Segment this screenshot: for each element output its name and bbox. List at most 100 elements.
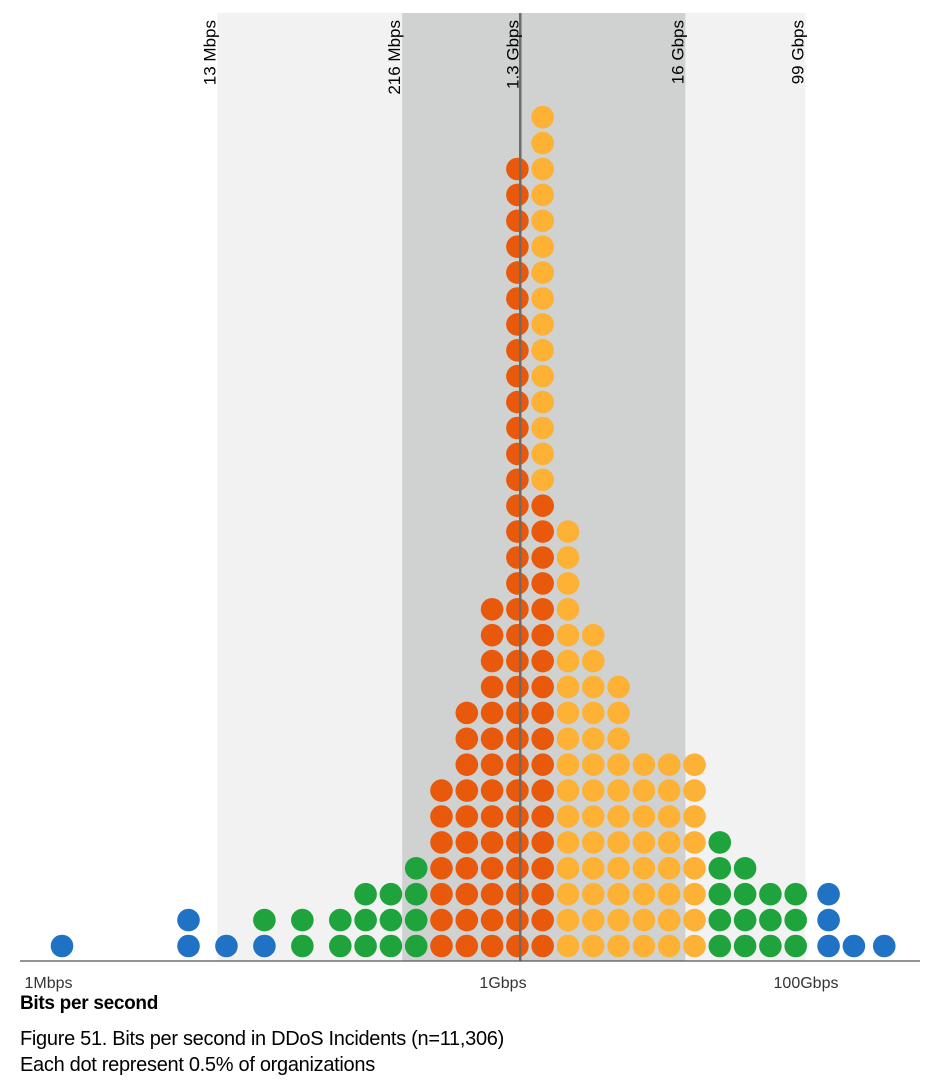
dot (531, 183, 554, 207)
dot (607, 701, 630, 725)
dot (607, 831, 630, 854)
dot (480, 727, 504, 751)
dot (531, 416, 554, 440)
dot (531, 546, 554, 569)
dot (531, 857, 554, 880)
dot (480, 701, 504, 725)
dot (506, 857, 529, 880)
dot (480, 857, 504, 880)
dot (582, 779, 605, 802)
dot (556, 675, 580, 699)
dot (177, 934, 200, 958)
dot (480, 649, 504, 673)
dot (708, 908, 732, 932)
dot (556, 701, 580, 725)
dot (506, 183, 529, 207)
dot (480, 831, 504, 854)
dot (759, 882, 782, 906)
dot (455, 727, 479, 751)
dot (506, 157, 529, 181)
dot (683, 831, 706, 854)
dot (708, 934, 732, 958)
dot (556, 779, 580, 802)
dot (404, 934, 428, 958)
dot (531, 313, 554, 336)
dot (506, 339, 529, 362)
dot (657, 779, 681, 802)
dot (531, 468, 554, 492)
x-tick-label: 1Mbps (24, 975, 72, 992)
dot (607, 753, 630, 776)
dot (455, 805, 479, 828)
dot (506, 753, 529, 776)
dot (480, 753, 504, 776)
figure-caption: Figure 51. Bits per second in DDoS Incid… (20, 1028, 504, 1050)
dot (506, 468, 529, 492)
dot (531, 287, 554, 310)
dot (708, 857, 732, 880)
dot (506, 727, 529, 751)
dot (607, 934, 630, 958)
dot (506, 831, 529, 854)
dot (582, 857, 605, 880)
dot (531, 779, 554, 802)
dot (480, 805, 504, 828)
dot (607, 857, 630, 880)
dot (556, 908, 580, 932)
dot (556, 857, 580, 880)
dot (759, 908, 782, 932)
dot (607, 779, 630, 802)
dot (817, 934, 840, 958)
dot (531, 727, 554, 751)
dot (506, 701, 529, 725)
median-label: 1.3 Gbps (503, 20, 522, 89)
dot (607, 727, 630, 751)
dot (632, 779, 656, 802)
dot (817, 882, 840, 906)
dot (506, 882, 529, 906)
dot (506, 313, 529, 336)
dot (506, 623, 529, 647)
dot (531, 209, 554, 233)
dot (404, 882, 428, 906)
dot (531, 572, 554, 595)
dot (556, 831, 580, 854)
dot (582, 727, 605, 751)
dot (632, 857, 656, 880)
dots-layer (50, 105, 896, 958)
figure-note: Each dot represent 0.5% of organizations (20, 1054, 375, 1076)
dot (607, 675, 630, 699)
dot (291, 908, 314, 932)
dot (506, 675, 529, 699)
dot (506, 364, 529, 388)
dot (531, 882, 554, 906)
dot (657, 934, 681, 958)
dot (556, 520, 580, 543)
dot (556, 753, 580, 776)
dot (582, 701, 605, 725)
dot (379, 882, 403, 906)
dot (683, 908, 706, 932)
dot (480, 882, 504, 906)
dot (733, 908, 757, 932)
dot (430, 779, 453, 802)
dot (531, 235, 554, 258)
dot (253, 908, 276, 932)
dot (733, 857, 757, 880)
dot (582, 675, 605, 699)
dot (842, 934, 866, 958)
dot (784, 934, 807, 958)
dot (455, 934, 479, 958)
band-label: 216 Mbps (385, 20, 404, 95)
dot (177, 908, 200, 932)
dot (708, 882, 732, 906)
dot (556, 572, 580, 595)
dot (556, 805, 580, 828)
dot (379, 908, 403, 932)
dot (817, 908, 840, 932)
dot (531, 520, 554, 543)
dot (354, 908, 377, 932)
dot (430, 908, 453, 932)
dot (455, 882, 479, 906)
dot (506, 572, 529, 595)
